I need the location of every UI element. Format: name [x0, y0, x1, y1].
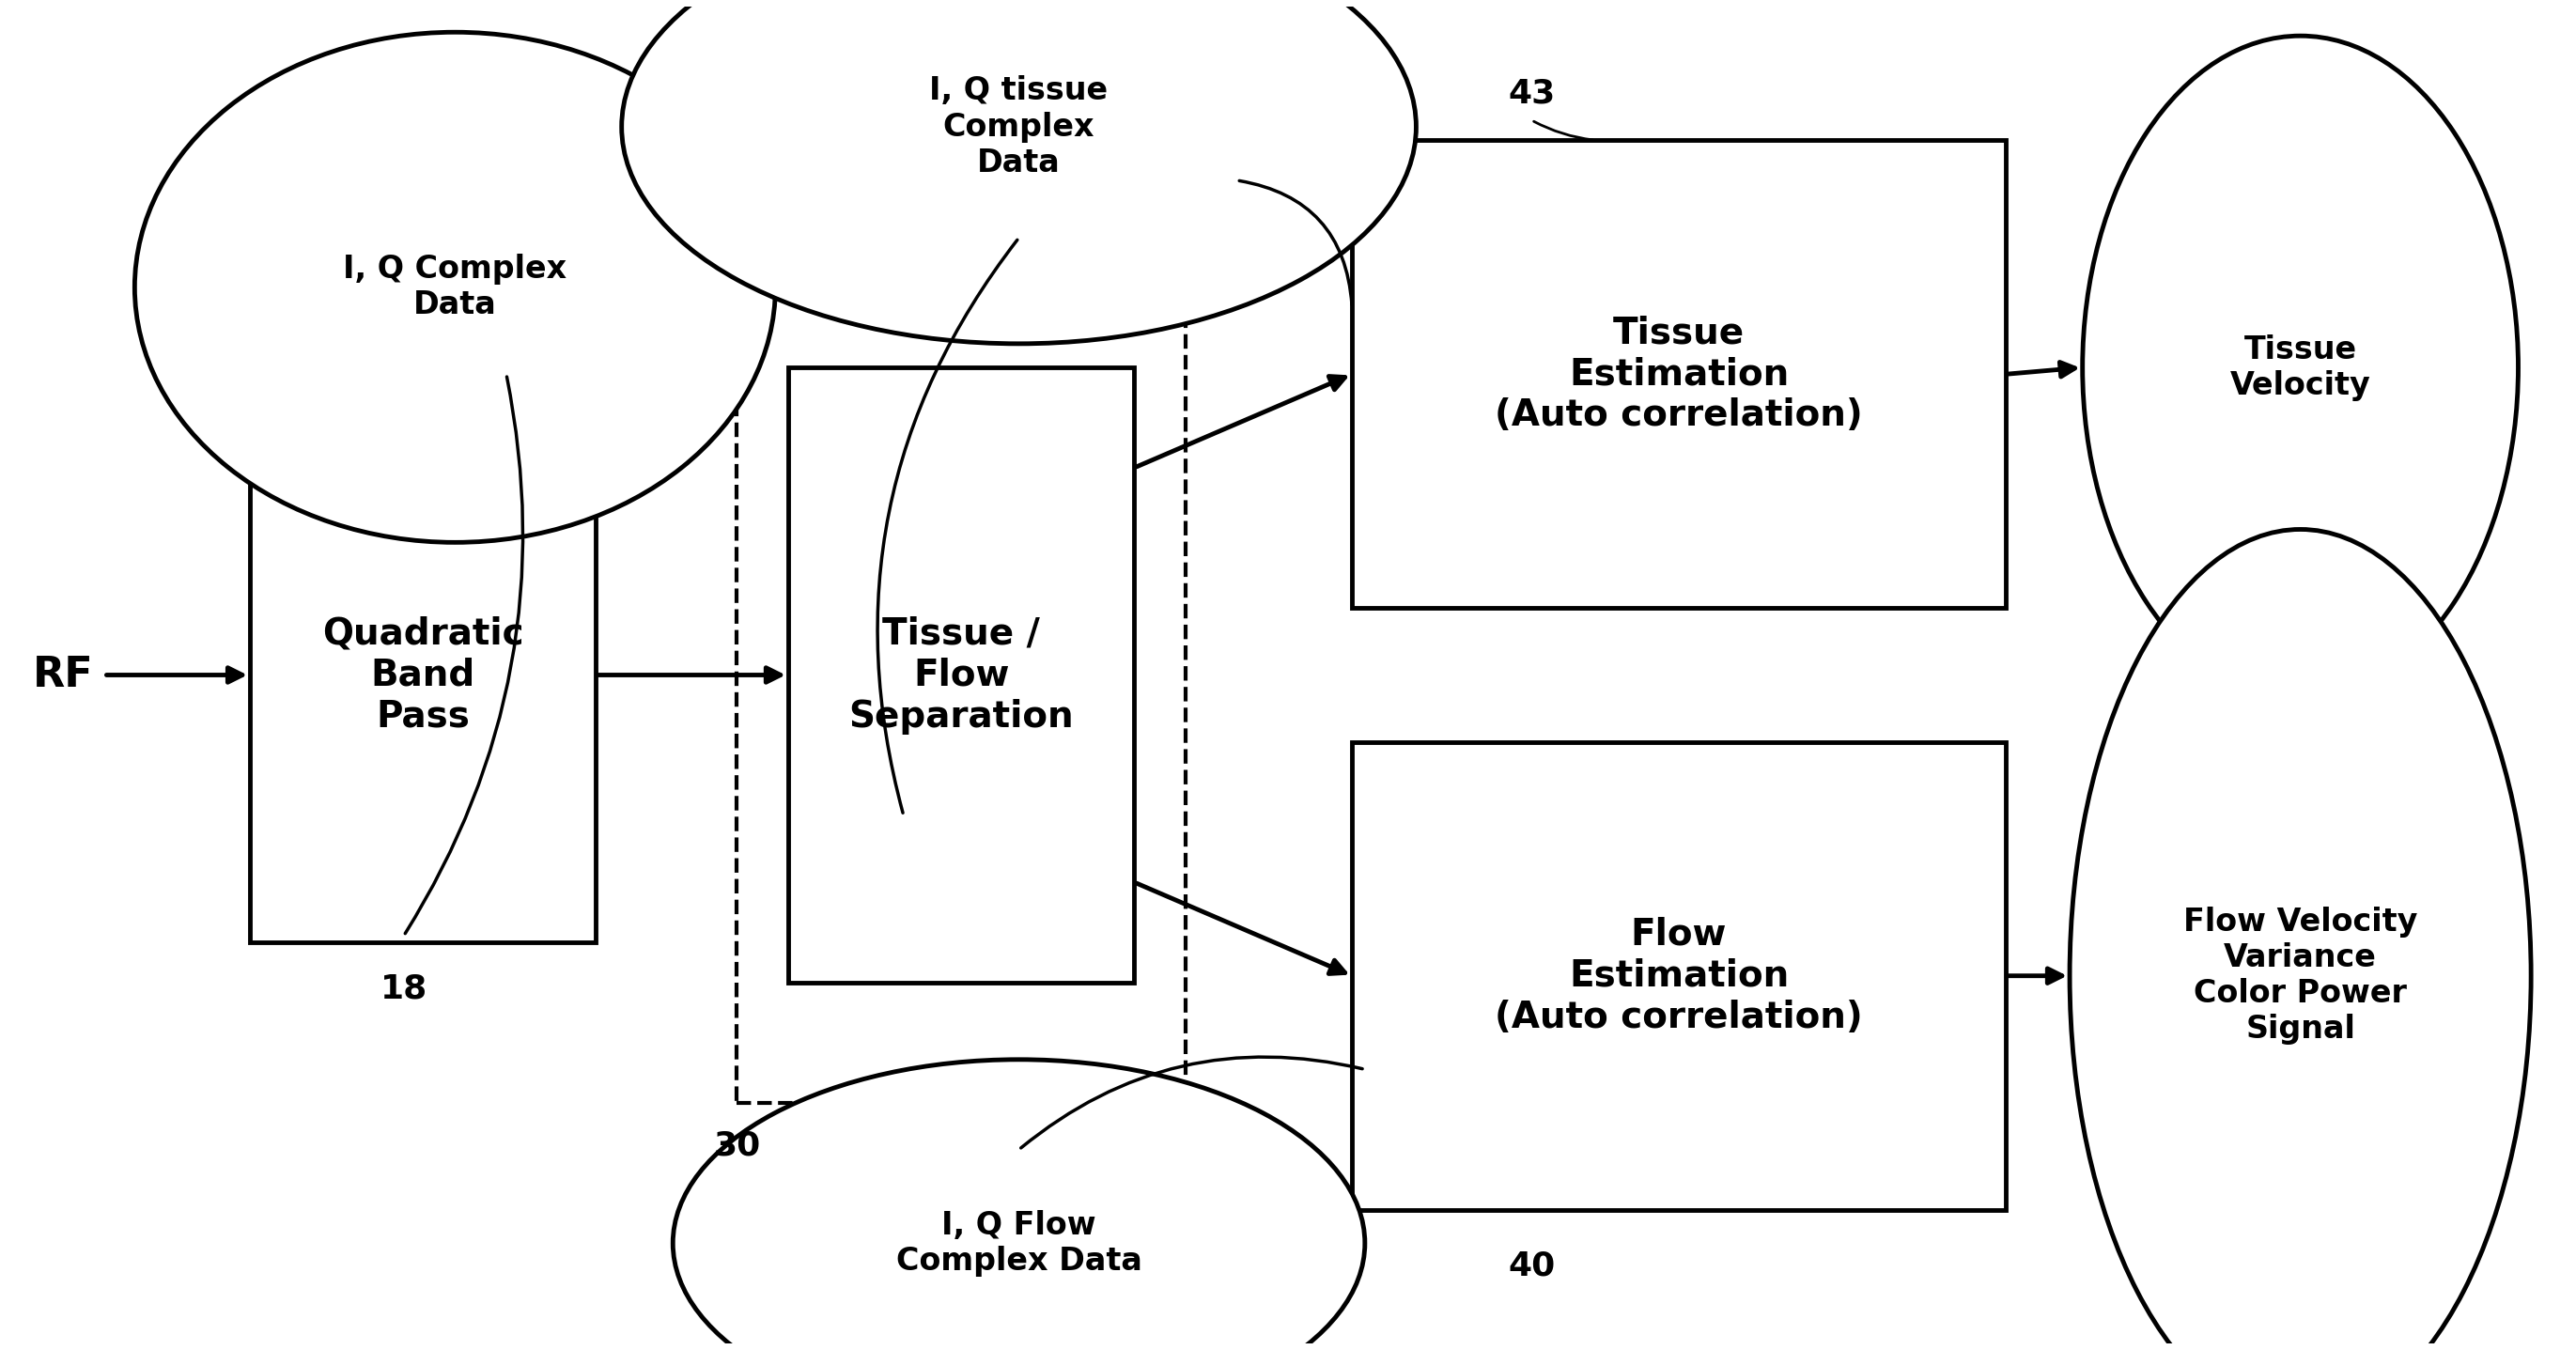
FancyBboxPatch shape — [737, 247, 1185, 1103]
Ellipse shape — [672, 1060, 1365, 1350]
Text: 40: 40 — [1507, 1250, 1556, 1282]
FancyBboxPatch shape — [1352, 140, 2007, 608]
Text: Tissue
Velocity: Tissue Velocity — [2231, 333, 2370, 401]
Text: Quadratic
Band
Pass: Quadratic Band Pass — [322, 616, 523, 734]
Text: I, Q Complex
Data: I, Q Complex Data — [343, 254, 567, 321]
Text: Tissue
Estimation
(Auto correlation): Tissue Estimation (Auto correlation) — [1494, 315, 1862, 433]
Text: Flow Velocity
Variance
Color Power
Signal: Flow Velocity Variance Color Power Signa… — [2184, 906, 2416, 1045]
Text: RF: RF — [33, 655, 93, 695]
Ellipse shape — [2081, 36, 2519, 699]
Text: I, Q Flow
Complex Data: I, Q Flow Complex Data — [896, 1210, 1141, 1277]
FancyBboxPatch shape — [250, 408, 595, 942]
Text: 30: 30 — [714, 1130, 760, 1161]
Text: 43: 43 — [1507, 77, 1556, 109]
Ellipse shape — [621, 0, 1417, 344]
Ellipse shape — [2069, 529, 2532, 1350]
FancyBboxPatch shape — [788, 367, 1133, 983]
Text: Tissue /
Flow
Separation: Tissue / Flow Separation — [848, 616, 1074, 734]
Ellipse shape — [134, 32, 775, 543]
Text: I, Q tissue
Complex
Data: I, Q tissue Complex Data — [930, 76, 1108, 178]
FancyBboxPatch shape — [1352, 742, 2007, 1210]
Text: Flow
Estimation
(Auto correlation): Flow Estimation (Auto correlation) — [1494, 917, 1862, 1035]
Text: 18: 18 — [381, 973, 428, 1006]
